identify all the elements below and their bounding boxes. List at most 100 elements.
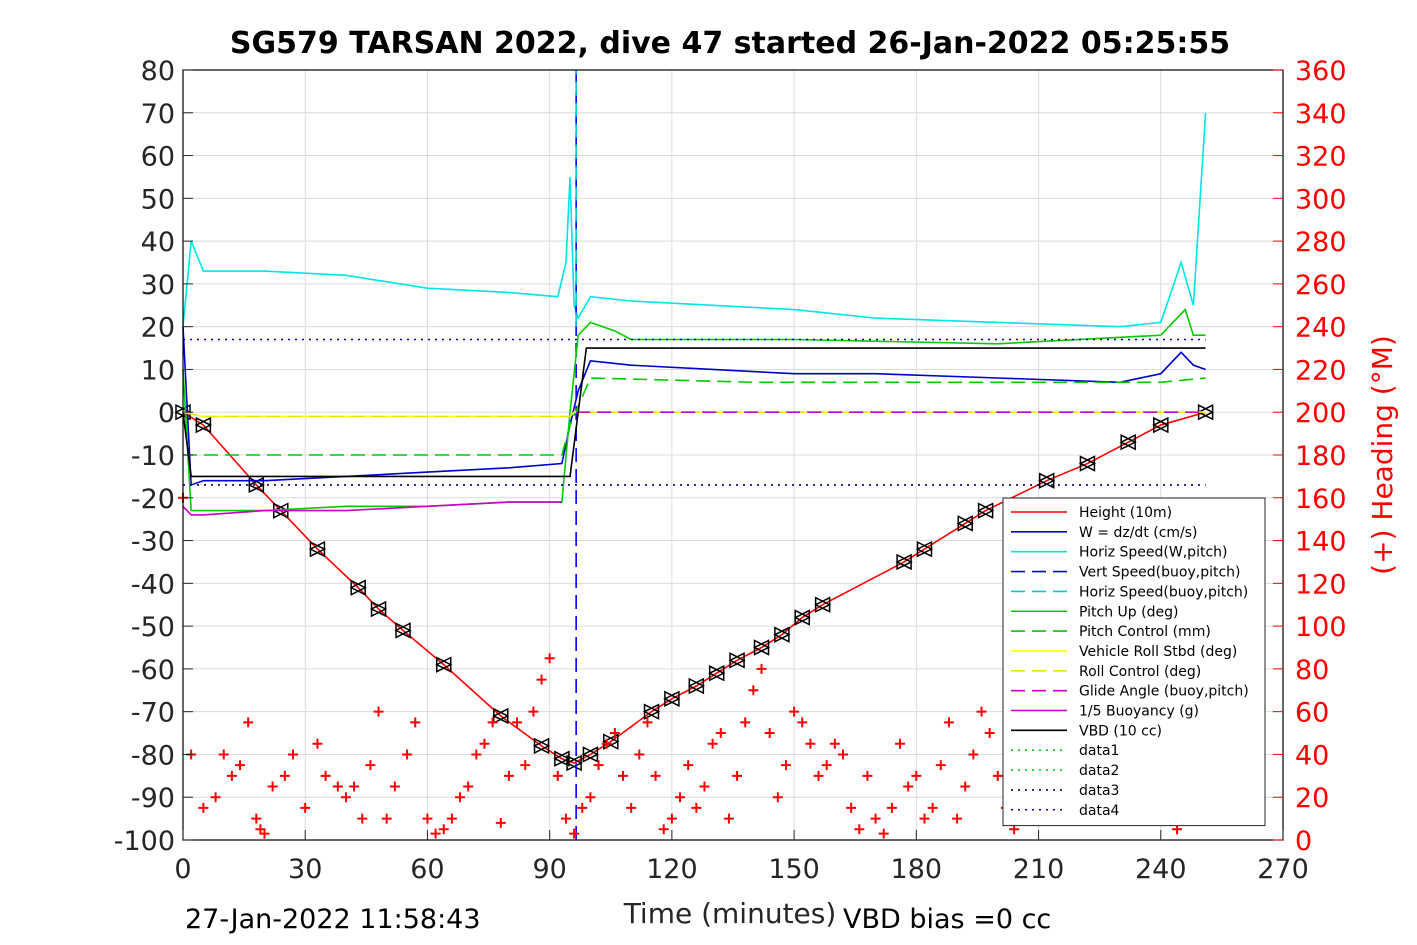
legend-label: Height (10m)	[1079, 505, 1172, 521]
heading-point	[658, 824, 669, 835]
heading-point	[886, 802, 897, 813]
heading-point	[288, 749, 298, 760]
y-tick-label: -20	[131, 484, 175, 515]
height-marker	[369, 600, 388, 618]
legend-label: Roll Control (deg)	[1079, 664, 1201, 680]
height-marker	[895, 553, 913, 571]
heading-point	[862, 770, 873, 781]
height-marker	[642, 703, 661, 720]
y-tick-label: -30	[131, 527, 175, 558]
heading-point	[618, 770, 628, 781]
legend-label: VBD (10 cc)	[1079, 723, 1162, 739]
legend-label: data1	[1079, 743, 1119, 759]
y-right-tick-label: 0	[1295, 826, 1312, 857]
height-marker	[687, 677, 706, 695]
legend-item: Horiz Speed(buoy,pitch)	[1011, 584, 1248, 600]
legend-label: Glide Angle (buoy,pitch)	[1079, 684, 1249, 700]
legend-item: Height (10m)	[1011, 505, 1172, 521]
legend: Height (10m) W = dz/dt (cm/s) Horiz Speed(…	[1002, 497, 1266, 827]
y-right-tick-label: 160	[1295, 484, 1347, 515]
footer-timestamp: 27-Jan-2022 11:58:43	[185, 904, 481, 935]
series-roll-control-deg	[182, 411, 1206, 418]
heading-point	[919, 813, 930, 824]
heading-point	[895, 738, 906, 749]
heading-point	[520, 760, 531, 771]
heading-point	[780, 760, 791, 771]
heading-point	[552, 770, 563, 781]
y-tick-label: -60	[131, 655, 175, 686]
heading-point	[569, 828, 580, 839]
y-right-tick-label: 180	[1295, 441, 1347, 472]
y-tick-label: 70	[141, 99, 175, 130]
heading-point	[438, 824, 449, 835]
footer-vbd-bias: VBD bias =0 cc	[843, 904, 1051, 935]
heading-point	[267, 781, 278, 792]
heading-point	[691, 802, 702, 813]
height-marker	[349, 579, 367, 596]
heading-point	[789, 706, 800, 717]
y-tick-label: 40	[141, 227, 175, 258]
legend-label: 1/5 Buoyancy (g)	[1079, 704, 1199, 720]
height-marker	[813, 596, 832, 613]
y-right-tick-label: 200	[1295, 398, 1347, 429]
heading-point	[927, 802, 938, 813]
x-tick-label: 60	[410, 854, 444, 885]
heading-point	[976, 706, 987, 717]
heading-point	[243, 717, 254, 728]
heading-point	[218, 749, 229, 760]
height-marker	[435, 656, 453, 673]
height-marker	[194, 416, 213, 434]
legend-item: Vert Speed(buoy,pitch)	[1011, 565, 1241, 581]
y-tick-label: 50	[141, 184, 175, 215]
y-tick-label: -90	[131, 783, 175, 814]
height-marker	[793, 609, 811, 626]
heading-point	[593, 760, 604, 771]
legend-item: VBD (10 cc)	[1011, 723, 1162, 739]
y-axis-left: -100-90-80-70-60-50-40-30-20-10010203040…	[114, 56, 193, 857]
y-right-tick-label: 60	[1295, 698, 1329, 729]
heading-point	[455, 792, 466, 803]
heading-point	[764, 728, 775, 739]
heading-point	[650, 770, 661, 781]
heading-point	[410, 717, 421, 728]
height-marker	[1119, 433, 1137, 451]
legend-item: Horiz Speed(W,pitch)	[1011, 545, 1227, 561]
heading-point	[226, 770, 237, 781]
heading-point	[797, 717, 808, 728]
x-tick-label: 90	[532, 854, 566, 885]
height-marker	[728, 652, 746, 669]
heading-point	[251, 813, 262, 824]
heading-point	[609, 728, 620, 739]
y-right-tick-label: 360	[1295, 56, 1347, 87]
series-w-dz-dt-cm-s	[182, 326, 1206, 487]
series-1-5-buoyancy-g	[182, 501, 562, 516]
y-tick-label: 30	[141, 270, 175, 301]
x-axis: 0 30 60 90 120 150 180 210 240 270	[174, 830, 1309, 885]
x-tick-label: 270	[1257, 854, 1309, 885]
y-right-tick-label: 340	[1295, 99, 1347, 130]
series-vbd-10-cc	[182, 347, 1206, 478]
heading-point	[503, 770, 514, 781]
height-marker	[1152, 416, 1170, 434]
heading-point	[740, 717, 751, 728]
heading-point	[300, 802, 311, 813]
legend-label: Vert Speed(buoy,pitch)	[1079, 565, 1241, 581]
height-marker	[532, 737, 551, 755]
series-layer	[174, 70, 1215, 840]
height-marker	[956, 515, 974, 532]
y-tick-label: -10	[131, 441, 175, 472]
height-marker	[708, 664, 726, 682]
heading-point	[943, 717, 954, 728]
heading-point	[952, 813, 963, 824]
y-tick-label: 10	[141, 355, 175, 386]
y-right-tick-label: 260	[1295, 270, 1347, 301]
heading-point	[675, 792, 686, 803]
legend-label: data4	[1079, 803, 1120, 819]
heading-point	[935, 760, 946, 771]
heading-point	[332, 781, 343, 792]
heading-point	[259, 828, 270, 839]
height-marker	[976, 502, 995, 519]
y-right-tick-label: 100	[1295, 612, 1347, 643]
heading-point	[813, 770, 824, 781]
heading-point	[878, 828, 889, 839]
